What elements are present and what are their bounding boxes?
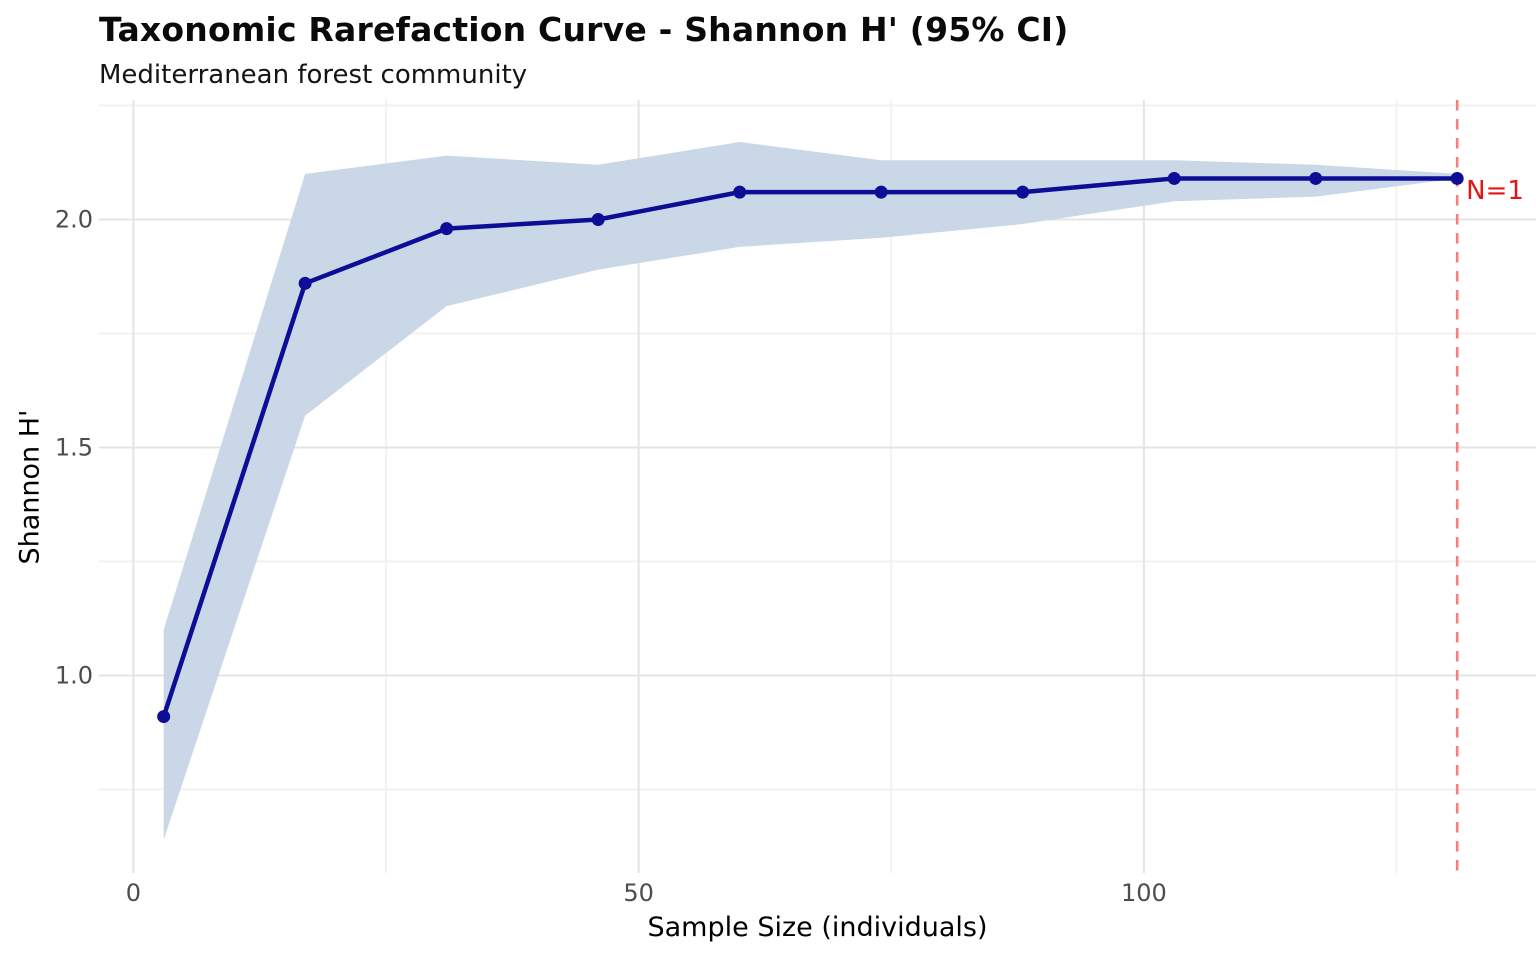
data-point: [1450, 171, 1464, 185]
data-point: [1167, 171, 1181, 185]
x-tick-label: 0: [126, 879, 141, 907]
x-tick-label: 100: [1121, 879, 1167, 907]
x-axis-title: Sample Size (individuals): [647, 912, 988, 943]
ci-ribbon: [163, 141, 1458, 840]
data-point: [733, 185, 747, 199]
y-tick-label: 1.5: [55, 434, 93, 462]
y-tick-label: 1.0: [55, 662, 93, 690]
data-point: [1309, 171, 1323, 185]
x-tick-label: 50: [623, 879, 654, 907]
data-point: [298, 276, 312, 290]
data-point: [1016, 185, 1030, 199]
data-point: [157, 710, 171, 724]
reference-line-label: N=1: [1466, 176, 1524, 206]
data-point: [591, 212, 605, 226]
chart-title: Taxonomic Rarefaction Curve - Shannon H'…: [99, 10, 1069, 49]
data-point: [874, 185, 888, 199]
data-point: [440, 222, 454, 236]
rarefaction-line: [161, 176, 1460, 719]
y-tick-label: 2.0: [55, 205, 93, 233]
y-axis-title: Shannon H': [14, 409, 46, 565]
chart-subtitle: Mediterranean forest community: [99, 60, 528, 90]
